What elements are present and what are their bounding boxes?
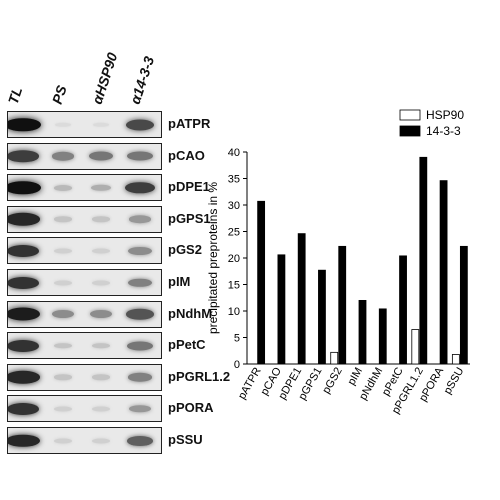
- blot-panel: [7, 427, 162, 454]
- y-tick-label: 5: [234, 333, 240, 345]
- blot-band: [128, 405, 152, 413]
- blot-band: [127, 278, 153, 287]
- blot-panel: [7, 205, 162, 233]
- x-tick-label: pIM: [346, 366, 366, 388]
- blot-band: [90, 310, 112, 319]
- blot-band: [54, 216, 72, 223]
- y-tick-label: 0: [234, 359, 240, 371]
- blot-panel: [7, 363, 162, 391]
- blot-band: [92, 406, 110, 412]
- blot-band: [52, 310, 74, 319]
- blot-panel: [7, 237, 162, 265]
- blot-band: [127, 373, 153, 382]
- blot-band: [126, 308, 154, 320]
- bar-hsp90: [451, 354, 460, 365]
- bar-14-3-3: [338, 245, 347, 365]
- blot-panel: [7, 332, 162, 360]
- blot-band: [8, 180, 41, 195]
- blot-row-label: pATPR: [168, 116, 211, 131]
- blot-band: [54, 342, 72, 349]
- bar-14-3-3: [297, 233, 306, 365]
- legend-swatch-hsp90: [399, 109, 421, 121]
- blot-band: [51, 151, 75, 161]
- blot-band: [92, 438, 110, 443]
- y-tick-label: 20: [228, 253, 240, 265]
- blot-band: [128, 215, 152, 224]
- blot-band: [54, 406, 72, 412]
- blot-band: [54, 374, 72, 381]
- y-tick-label: 15: [228, 280, 240, 292]
- blot-band: [8, 150, 39, 162]
- blot-panel: [7, 142, 162, 170]
- bar-hsp90: [330, 351, 339, 365]
- blot-panel: [7, 174, 162, 202]
- y-tick-label: 25: [228, 227, 240, 239]
- blot-band: [8, 402, 40, 415]
- bar-hsp90: [411, 329, 420, 365]
- blot-row-label: pPGRL1.2: [168, 368, 231, 384]
- blot-band: [8, 371, 40, 384]
- blot-band: [125, 119, 155, 130]
- blot-band: [91, 184, 111, 191]
- blot-row-label: pPORA: [168, 400, 214, 416]
- blot-band: [126, 435, 154, 446]
- blot-band: [54, 438, 72, 443]
- y-tick-label: 30: [228, 200, 240, 212]
- blot-band: [127, 151, 153, 161]
- x-tick-label: pSSU: [442, 365, 467, 396]
- blot-band: [92, 280, 110, 285]
- blot-band: [54, 122, 72, 127]
- blot-panel: [7, 269, 162, 296]
- blot-band: [8, 117, 41, 132]
- bar-14-3-3: [378, 308, 387, 365]
- blot-band: [92, 374, 110, 381]
- legend-label: HSP90: [426, 108, 464, 122]
- blot-row-label: pPetC: [168, 337, 206, 353]
- y-tick-label: 35: [228, 174, 240, 186]
- bar-14-3-3: [277, 254, 286, 365]
- bar-14-3-3: [358, 299, 367, 365]
- blot-band: [8, 339, 40, 352]
- y-tick-label: 10: [228, 306, 240, 318]
- blot-row-label: pGS2: [168, 242, 202, 258]
- blot-band: [128, 246, 152, 255]
- blot-band: [53, 184, 73, 191]
- blot-band: [54, 248, 72, 254]
- legend-swatch-14-3-3: [399, 125, 421, 137]
- blot-band: [92, 248, 110, 254]
- bar-14-3-3: [318, 269, 326, 365]
- blot-band: [54, 280, 72, 285]
- blot-band: [125, 181, 155, 194]
- blot-row-label: pIM: [168, 274, 191, 289]
- y-tick-label: 40: [228, 147, 240, 159]
- blot-band: [8, 276, 40, 289]
- bar-14-3-3: [419, 156, 428, 365]
- blot-band: [92, 342, 110, 349]
- bar-14-3-3: [439, 180, 448, 365]
- blot-panel: [7, 300, 162, 328]
- blot-band: [8, 307, 41, 321]
- blot-row-label: pCAO: [168, 147, 205, 163]
- bar-14-3-3: [257, 200, 266, 365]
- blot-row-label: pGPS1: [168, 210, 211, 226]
- blot-row-label: pSSU: [168, 432, 203, 447]
- legend-label: 14-3-3: [426, 124, 461, 138]
- blot-panel: [7, 395, 162, 423]
- blot-row-label: pDPE1: [168, 179, 210, 195]
- bar-14-3-3: [399, 255, 407, 365]
- blot-band: [8, 244, 40, 257]
- y-axis-label: precipitated preproteins in %: [206, 182, 220, 334]
- blot-band: [92, 122, 110, 127]
- blot-band: [127, 341, 153, 351]
- blot-panel: [7, 111, 162, 138]
- x-tick-label: pGS2: [320, 366, 344, 396]
- blot-band: [89, 151, 113, 161]
- blot-band: [8, 213, 40, 226]
- x-tick-label: pATPR: [236, 365, 264, 401]
- bar-14-3-3: [459, 245, 468, 365]
- blot-band: [8, 434, 40, 447]
- blot-row-label: pNdhM: [168, 305, 213, 321]
- blot-band: [92, 216, 110, 223]
